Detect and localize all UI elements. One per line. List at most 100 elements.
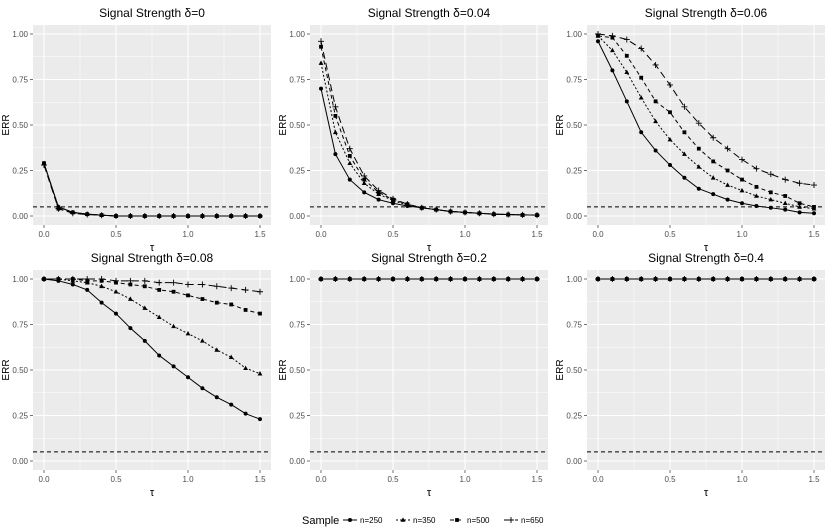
data-point-n=650: [519, 211, 526, 218]
data-point-n=250: [682, 175, 687, 180]
data-point-n=250: [740, 201, 744, 206]
data-point-n=250: [333, 152, 338, 157]
y-tick-label: 0.25: [12, 412, 28, 421]
data-point-n=650: [595, 276, 601, 282]
data-point-n=650: [418, 276, 425, 282]
data-point-n=650: [170, 279, 177, 286]
series-line-n=650: [44, 278, 261, 293]
data-point-n=650: [242, 213, 249, 219]
data-point-n=650: [638, 276, 645, 282]
data-point-n=250: [214, 395, 219, 400]
data-point-n=250: [319, 86, 323, 91]
data-point-n=650: [811, 276, 817, 282]
data-point-n=500: [668, 110, 672, 115]
x-axis-label: τ: [150, 487, 155, 499]
data-point-n=650: [84, 211, 91, 218]
data-point-n=350: [228, 354, 234, 360]
data-point-n=650: [41, 276, 47, 282]
data-point-n=250: [596, 39, 600, 44]
data-point-n=250: [99, 300, 104, 305]
x-tick-label: 1.5: [531, 230, 543, 239]
data-point-n=650: [667, 81, 673, 88]
data-point-n=650: [739, 276, 745, 282]
data-point-n=650: [228, 285, 235, 292]
data-point-n=650: [404, 276, 411, 282]
data-point-n=500: [754, 184, 759, 189]
x-tick-label: 0.5: [387, 475, 399, 484]
y-tick-label: 0.50: [12, 121, 28, 130]
data-point-n=650: [710, 276, 717, 282]
x-axis-label: τ: [427, 242, 432, 254]
x-tick-label: 0.5: [387, 230, 399, 239]
data-point-n=650: [490, 276, 497, 282]
data-point-n=500: [243, 308, 248, 312]
y-tick-label: 0.25: [289, 167, 305, 176]
data-point-n=650: [346, 276, 353, 282]
data-point-n=650: [609, 32, 616, 39]
x-tick-label: 1.0: [182, 230, 194, 239]
data-point-n=650: [199, 281, 206, 288]
data-point-n=250: [696, 186, 701, 191]
series-line-n=500: [597, 35, 815, 208]
series-line-n=500: [320, 46, 538, 216]
data-point-n=650: [361, 276, 368, 282]
data-point-n=500: [229, 302, 234, 307]
data-point-n=250: [258, 417, 262, 422]
x-tick-label: 0.0: [592, 475, 604, 484]
data-point-n=250: [142, 338, 147, 343]
data-point-n=650: [433, 206, 440, 213]
x-tick-label: 0.0: [315, 230, 327, 239]
data-point-n=350: [243, 365, 248, 370]
data-point-n=350: [696, 164, 702, 169]
data-point-n=350: [682, 151, 687, 156]
data-point-n=250: [229, 402, 234, 407]
y-tick-label: 0.00: [289, 212, 305, 221]
data-point-n=650: [505, 211, 512, 218]
legend-label: n=650: [521, 516, 544, 525]
data-point-n=650: [724, 276, 731, 282]
data-point-n=350: [318, 60, 324, 65]
data-point-n=650: [127, 213, 134, 219]
panel-title: Signal Strength δ=0.2: [371, 251, 487, 265]
data-point-n=250: [783, 207, 788, 212]
legend-key-marker: [455, 518, 459, 522]
data-point-n=650: [390, 195, 396, 202]
data-point-n=650: [346, 145, 353, 152]
x-tick-label: 0.0: [315, 475, 327, 484]
data-point-n=500: [142, 284, 147, 289]
data-point-n=350: [638, 95, 644, 100]
data-point-n=650: [390, 276, 396, 282]
panel-title: Signal Strength δ=0: [99, 6, 205, 20]
data-point-n=250: [754, 203, 759, 208]
series-line-n=250: [597, 41, 815, 214]
data-point-n=650: [490, 211, 497, 218]
series-line-n=250: [43, 278, 261, 420]
x-tick-label: 1.0: [736, 230, 748, 239]
data-point-n=500: [624, 53, 629, 58]
data-point-n=350: [768, 197, 774, 202]
data-point-n=350: [257, 371, 263, 376]
x-axis-label: τ: [704, 242, 709, 254]
x-tick-label: 0.0: [38, 475, 50, 484]
data-point-n=350: [624, 69, 630, 75]
legend-label: n=250: [360, 516, 383, 525]
data-point-n=250: [347, 177, 352, 182]
y-axis-label: ERR: [555, 359, 566, 380]
y-tick-label: 0.75: [289, 321, 305, 330]
y-tick-label: 0.00: [566, 457, 582, 466]
data-point-n=650: [332, 276, 339, 282]
data-point-n=650: [724, 145, 731, 152]
data-point-n=650: [375, 187, 382, 194]
x-tick-label: 1.5: [808, 230, 820, 239]
data-point-n=650: [753, 276, 760, 282]
y-axis-label: ERR: [1, 114, 12, 135]
data-point-n=650: [476, 276, 483, 282]
data-point-n=650: [609, 276, 616, 282]
data-point-n=650: [534, 276, 540, 282]
data-point-n=250: [70, 282, 75, 287]
legend-item-n=350: n=350: [396, 516, 436, 525]
data-point-n=250: [85, 287, 90, 292]
x-tick-label: 0.0: [592, 230, 604, 239]
y-tick-label: 1.00: [566, 30, 582, 39]
